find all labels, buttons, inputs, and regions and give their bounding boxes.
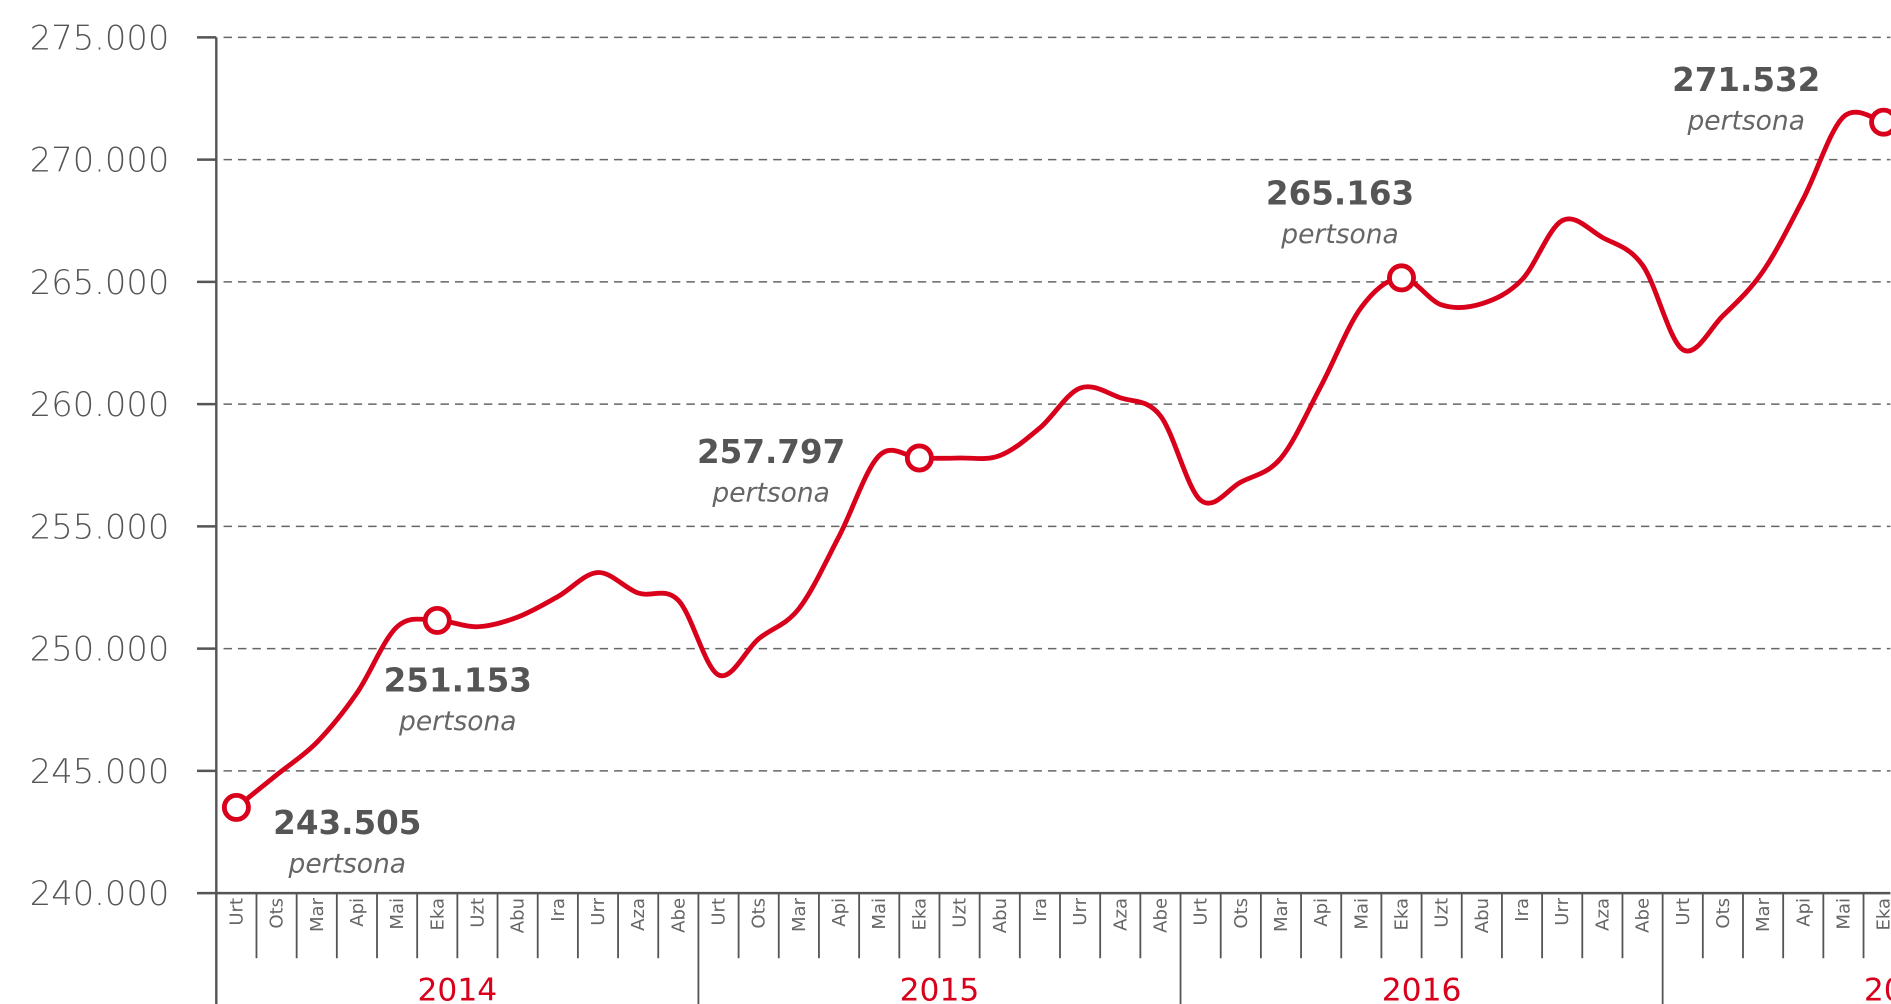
x-tick-label: Ira [1030, 898, 1051, 922]
data-label: 251.153 [384, 662, 532, 700]
x-tick-label: Abu [990, 898, 1011, 933]
x-tick-label: Ots [267, 898, 288, 929]
x-tick-label: Abe [1633, 898, 1654, 933]
unit-label: pertsona [1280, 219, 1398, 250]
x-tick-label: Api [347, 898, 368, 927]
year-label: 2015 [900, 972, 980, 1004]
x-tick-label: Urr [588, 897, 609, 925]
x-tick-label: Mar [307, 897, 328, 932]
x-tick-label: Ots [749, 898, 770, 929]
point [1869, 107, 1891, 137]
x-tick-label: Eka [1874, 898, 1891, 931]
year-label: 2016 [1382, 972, 1462, 1004]
x-tick-label: Uzt [950, 898, 971, 928]
x-tick-label: Uzt [467, 898, 488, 928]
unit-label: pertsona [711, 477, 829, 508]
data-label: 265.163 [1266, 174, 1414, 212]
unit-label: pertsona [1686, 105, 1804, 136]
x-tick-label: Urt [226, 898, 247, 926]
point [221, 792, 251, 822]
data-label: 243.505 [273, 804, 421, 842]
unit-label: pertsona [288, 849, 406, 880]
y-tick-label: 270.000 [30, 141, 170, 180]
y-tick-label: 250.000 [30, 630, 170, 669]
x-tick-label: Eka [909, 898, 930, 931]
x-tick-label: Urt [709, 898, 730, 926]
x-tick-label: Ots [1713, 898, 1734, 929]
x-tick-label: Urr [1070, 897, 1091, 925]
x-tick-label: Mai [387, 898, 408, 930]
data-label: 257.797 [697, 433, 845, 471]
point [422, 605, 452, 635]
x-tick-label: Abu [1472, 898, 1493, 933]
y-tick-label: 265.000 [30, 263, 170, 302]
x-tick-label: Eka [427, 898, 448, 931]
x-tick-label: Mar [789, 897, 810, 932]
point [904, 443, 934, 473]
x-tick-label: Mar [1271, 897, 1292, 932]
x-tick-label: Abe [668, 898, 689, 933]
point [1387, 263, 1416, 293]
x-tick-label: Mai [869, 898, 890, 930]
x-tick-label: Api [1793, 898, 1814, 927]
unit-label: pertsona [398, 706, 516, 737]
data-label: 271.532 [1672, 61, 1820, 99]
y-tick-label: 260.000 [30, 385, 170, 424]
x-tick-label: Urr [1552, 897, 1573, 925]
x-tick-label: Uzt [1432, 898, 1453, 928]
year-label: 2014 [417, 972, 497, 1004]
x-tick-label: Eka [1392, 898, 1413, 931]
x-tick-label: Aza [1592, 898, 1613, 931]
x-tick-label: Ira [548, 898, 569, 922]
x-tick-label: Mar [1753, 897, 1774, 932]
x-tick-label: Api [829, 898, 850, 927]
x-tick-label: Mai [1351, 898, 1372, 930]
x-tick-label: Urt [1191, 898, 1212, 926]
x-tick-label: Mai [1833, 898, 1854, 930]
y-tick-label: 275.000 [30, 18, 170, 57]
x-tick-label: Aza [1110, 898, 1131, 931]
x-tick-label: Abu [508, 898, 529, 933]
x-tick-label: Ira [1512, 898, 1533, 922]
y-tick-label: 245.000 [30, 752, 170, 791]
line [234, 109, 1885, 810]
y-tick-label: 240.000 [30, 874, 170, 913]
x-tick-label: Ots [1231, 898, 1252, 929]
year-label: 2017 [1864, 972, 1891, 1004]
y-tick-label: 255.000 [30, 507, 170, 546]
x-tick-label: Aza [628, 898, 649, 931]
x-tick-label: Api [1311, 898, 1332, 927]
x-tick-label: Abe [1150, 898, 1171, 933]
x-tick-label: Urt [1673, 898, 1694, 926]
